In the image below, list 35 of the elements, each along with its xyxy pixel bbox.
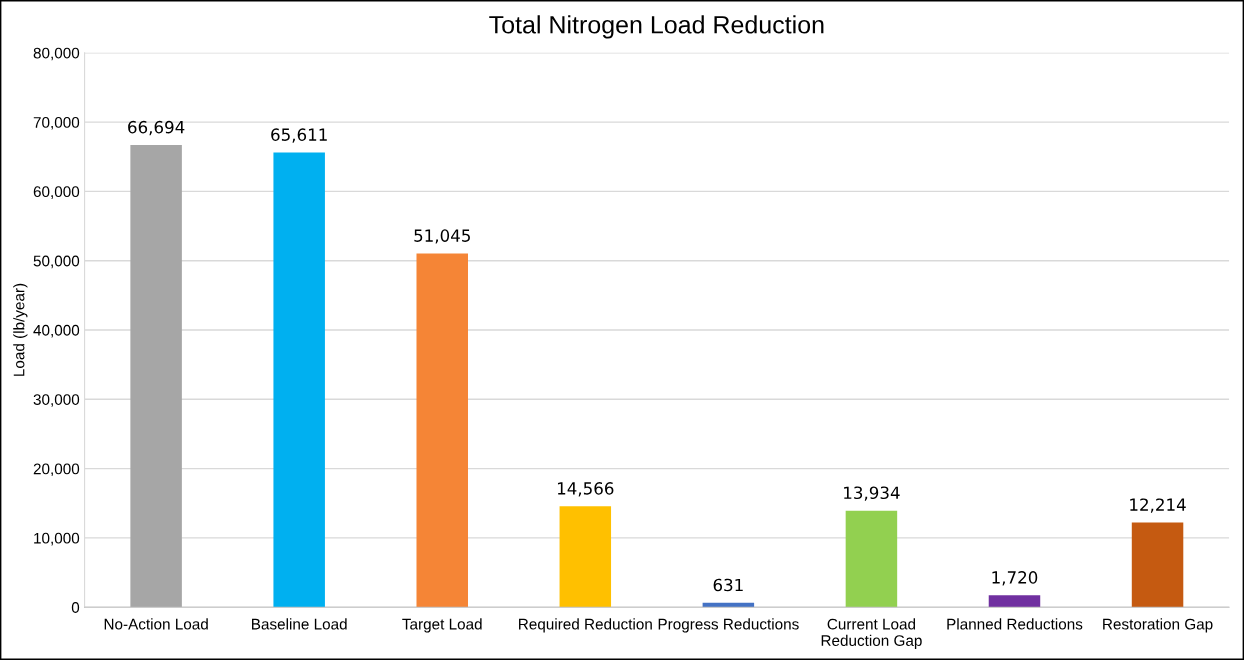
bar: [1131, 522, 1184, 608]
data-label: 13,934: [844, 486, 900, 501]
chart-title: Total Nitrogen Load Reduction: [489, 15, 824, 39]
bar: [559, 506, 612, 608]
bar: [845, 510, 898, 608]
x-tick-label: Target Load: [402, 618, 482, 633]
y-tick-label: 40,000: [33, 324, 80, 338]
x-tick-label: Required Reduction: [519, 618, 652, 633]
data-label: 66,694: [128, 120, 185, 136]
data-label: 631: [713, 578, 743, 592]
y-tick-label: 30,000: [33, 394, 80, 407]
y-tick-label: 50,000: [33, 255, 80, 269]
y-tick-label: 70,000: [33, 116, 80, 130]
data-label: 14,566: [557, 482, 614, 497]
data-label: 65,611: [271, 128, 327, 143]
y-tick-label: 20,000: [33, 463, 80, 477]
data-label: 51,045: [414, 229, 470, 244]
x-tick-label: Current Load Reduction Gap: [821, 618, 922, 650]
y-tick-label: 80,000: [33, 47, 80, 61]
bar: [130, 145, 182, 608]
bar: [988, 595, 1041, 608]
bar: [273, 152, 325, 608]
x-tick-label: Progress Reductions: [658, 618, 799, 633]
bar: [702, 602, 755, 608]
y-tick-label: 0: [71, 602, 80, 613]
y-tick-label: 60,000: [33, 186, 80, 199]
y-tick-label: 10,000: [34, 532, 80, 546]
data-label: 1,720: [992, 571, 1038, 586]
bar: [416, 253, 468, 608]
y-axis-title: Load (lb/year): [13, 283, 28, 376]
x-tick-label: Planned Reductions: [947, 618, 1083, 630]
x-tick-label: Baseline Load: [252, 618, 347, 630]
x-tick-label: No-Action Load: [104, 618, 208, 630]
x-tick-label: Restoration Gap: [1103, 618, 1213, 633]
data-label: 12,214: [1130, 498, 1186, 513]
